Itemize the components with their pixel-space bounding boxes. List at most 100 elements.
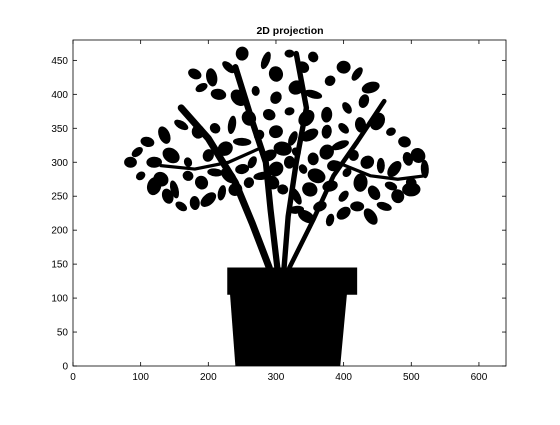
plant-leaf (210, 88, 227, 100)
y-tick-label: 0 (62, 362, 68, 373)
plant-leaf (298, 109, 315, 127)
plant-leaf (358, 94, 370, 108)
plant-leaf (321, 106, 333, 123)
y-axis: 0 50 100 150 200 250 300 350 400 450 (51, 56, 506, 373)
plant-leaf (338, 190, 349, 202)
y-tick-label: 150 (51, 260, 68, 271)
x-tick-label: 300 (268, 372, 285, 383)
y-tick-label: 100 (51, 294, 68, 305)
plant-leaf (207, 168, 223, 177)
plant-leaf (290, 187, 302, 205)
plant-leaf (251, 85, 260, 96)
plant-leaf (277, 184, 289, 195)
plant-leaf (284, 49, 295, 58)
plant-leaf (288, 80, 304, 95)
plant-leaf (331, 140, 349, 151)
plant-leaf (253, 171, 272, 181)
plant-leaf (169, 180, 180, 199)
plant-leaf (283, 155, 296, 169)
plant-leaf (367, 185, 381, 201)
plant-leaf (188, 68, 202, 80)
y-tick-label: 450 (51, 56, 68, 67)
plant-leaf (369, 112, 386, 131)
plant-leaf (327, 160, 340, 172)
plant-leaf (200, 192, 217, 207)
y-tick-label: 250 (51, 192, 68, 203)
plant-leaf (402, 182, 421, 197)
plant-leaf (182, 170, 194, 181)
y-tick-label: 350 (51, 124, 68, 135)
plant-leaf (354, 117, 367, 133)
plant-leaf (270, 91, 282, 104)
plant-leaf (217, 185, 227, 201)
plant-leaf (302, 182, 318, 197)
y-tick-label: 50 (57, 328, 69, 339)
plant-leaf (158, 126, 171, 144)
plot-area: 0 100 200 300 400 500 600 0 50 100 150 200 250 300 35… (51, 39, 507, 383)
plant-leaf (301, 128, 319, 142)
pot-body (229, 293, 348, 366)
plant-leaf (183, 157, 193, 168)
plant-branch (232, 64, 281, 271)
plant-leaf (298, 164, 308, 174)
plant-leaf (241, 110, 257, 126)
plant-leaf (191, 124, 205, 139)
plant-leaf (336, 206, 351, 220)
plant-leaf (209, 123, 221, 134)
plant-leaf (360, 155, 375, 169)
pot-rim (227, 267, 358, 295)
plant-leaf (348, 149, 359, 161)
plant-leaf (243, 177, 255, 189)
plant-leaf (304, 89, 323, 99)
plant-leaf (131, 146, 143, 158)
plant-leaf (140, 136, 155, 148)
x-tick-label: 600 (471, 372, 488, 383)
plant-leaf (175, 201, 188, 212)
plant-branch (287, 98, 387, 270)
axes-box (72, 39, 507, 367)
plant-leaf (296, 61, 310, 74)
y-tick-label: 200 (51, 226, 68, 237)
plant-leaf (268, 125, 283, 139)
plant-leaf (298, 209, 315, 224)
plant-leaf (402, 151, 414, 166)
x-tick-label: 100 (132, 372, 149, 383)
plant-leaf (342, 102, 352, 114)
y-tick-label: 300 (51, 158, 68, 169)
x-tick-label: 400 (335, 372, 352, 383)
plant-leaf (325, 213, 335, 227)
plant-leaf (324, 75, 336, 86)
plant-leaf (124, 156, 137, 168)
plant-leaf (376, 157, 385, 174)
plant-leaf (342, 167, 352, 178)
plant-leaf (161, 188, 174, 204)
plant-leaf (386, 127, 396, 136)
plant-leaf (247, 156, 257, 169)
plant-leaf (273, 141, 292, 156)
plant-leaf (322, 180, 338, 192)
plant-leaf (384, 181, 398, 191)
plant-leaf (235, 163, 250, 175)
plant-silhouette (124, 46, 429, 366)
plant-leaf (228, 182, 243, 196)
plant-leaf (308, 51, 319, 63)
plant-leaf (153, 171, 169, 187)
plant-leaf (230, 89, 247, 106)
plant-leaf (261, 149, 277, 162)
plant-leaf (288, 131, 298, 146)
plant-leaf (361, 81, 380, 94)
plant-leaf (174, 119, 189, 131)
plant-leaf (162, 147, 180, 164)
plant-leaf (146, 156, 162, 168)
plant-leaf (398, 136, 411, 148)
plant-branch (159, 147, 261, 171)
plant-leaf (206, 68, 218, 87)
plant-leaf (307, 168, 326, 184)
plant-leaf (307, 152, 319, 166)
y-tick-label: 400 (51, 90, 68, 101)
plant-leaf (262, 109, 276, 121)
plant-leaf (313, 201, 327, 212)
x-axis: 0 100 200 300 400 500 600 (70, 40, 488, 383)
